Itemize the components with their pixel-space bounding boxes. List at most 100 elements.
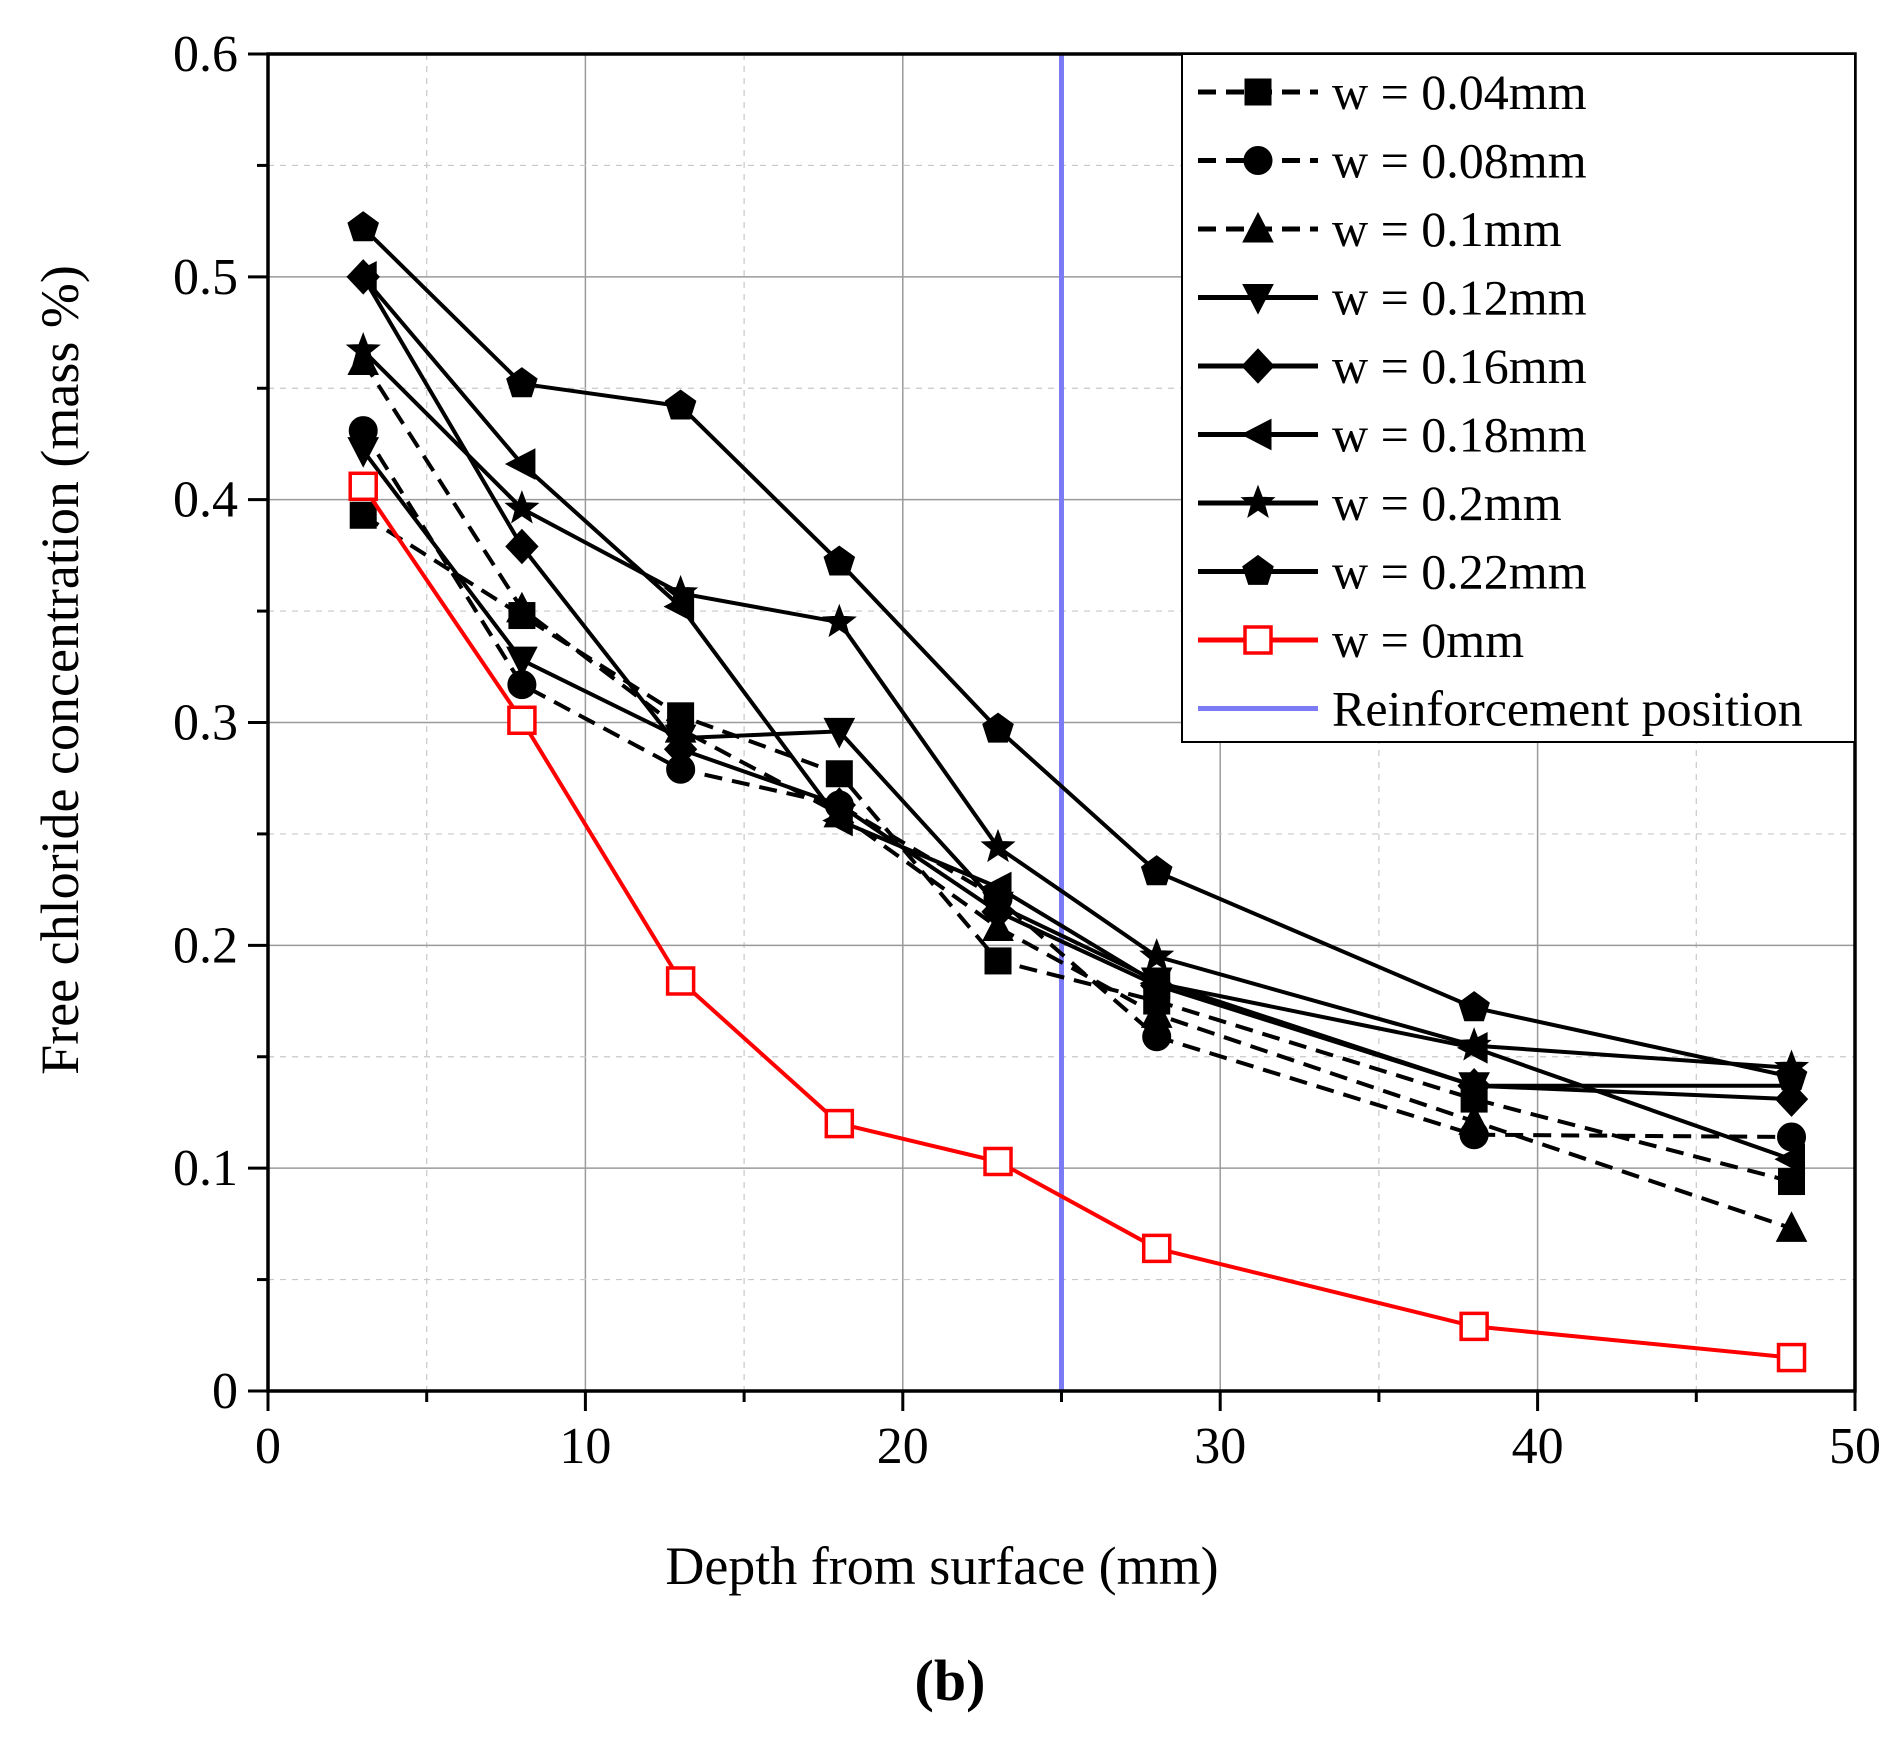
- legend-item: w = 0.1mm: [1198, 201, 1562, 257]
- legend-label: w = 0.08mm: [1332, 133, 1587, 189]
- x-tick-label: 10: [559, 1418, 611, 1475]
- data-point: [821, 603, 857, 638]
- data-point: [982, 712, 1014, 743]
- data-point: [980, 828, 1016, 863]
- data-point: [345, 331, 381, 366]
- data-point: [506, 367, 538, 398]
- data-point: [1457, 1067, 1491, 1104]
- legend-item: w = 0.16mm: [1198, 338, 1587, 394]
- legend-item: w = 0.22mm: [1198, 544, 1587, 600]
- data-point: [1456, 1027, 1492, 1061]
- y-tick-label: 0.3: [173, 695, 238, 752]
- series-8: [348, 471, 1807, 1373]
- legend-label: w = 0.12mm: [1332, 270, 1587, 326]
- y-tick-label: 0.1: [173, 1140, 238, 1197]
- series-layer: [345, 211, 1810, 1373]
- legend-item: w = 0.2mm: [1198, 475, 1562, 531]
- data-point: [507, 705, 537, 736]
- legend-marker: [1240, 484, 1276, 518]
- data-point: [347, 437, 380, 468]
- legend-marker: [1242, 211, 1274, 243]
- data-point: [981, 894, 1015, 930]
- tick-layer: 0 10 20 30 40 50 0 0.1 0.2 0.3 0.4 0.5 0.6: [173, 26, 1881, 1475]
- data-point: [663, 574, 699, 609]
- x-tick-label: 50: [1829, 1418, 1881, 1475]
- data-point: [980, 871, 1012, 904]
- legend-label: w = 0.04mm: [1332, 64, 1587, 120]
- data-point: [346, 261, 377, 293]
- y-tick-label: 0: [212, 1363, 238, 1420]
- data-point: [1141, 1233, 1172, 1264]
- data-point: [1140, 855, 1173, 886]
- data-point: [665, 966, 696, 996]
- legend-marker: [1241, 348, 1275, 384]
- legend-item: Reinforcement position: [1198, 681, 1803, 737]
- series-line: [361, 485, 1792, 1360]
- data-point: [1139, 938, 1175, 972]
- data-point: [825, 760, 853, 788]
- series-6: [345, 331, 1810, 1083]
- data-point: [505, 528, 539, 565]
- legend-item: w = 0.12mm: [1198, 270, 1587, 326]
- data-point: [663, 731, 698, 767]
- legend-label: w = 0.2mm: [1332, 475, 1562, 531]
- series-line: [361, 275, 1793, 1162]
- data-point: [824, 1108, 855, 1139]
- legend-frame: [1181, 53, 1856, 743]
- legend-marker: [1243, 146, 1273, 175]
- y-tick-label: 0.2: [173, 917, 238, 974]
- data-point: [1458, 991, 1490, 1022]
- x-tick-label: 40: [1512, 1418, 1564, 1475]
- data-point: [1139, 967, 1171, 1000]
- data-point: [349, 501, 377, 529]
- series-line: [361, 429, 1792, 1139]
- y-axis-label: Free chloride concentration (mass %): [30, 265, 90, 1075]
- series-4: [346, 259, 1809, 1117]
- data-point: [984, 947, 1012, 975]
- series-7: [347, 211, 1808, 1091]
- legend-label: w = 0.1mm: [1332, 201, 1562, 257]
- legend-label: w = 0.16mm: [1332, 338, 1587, 394]
- series-line: [361, 360, 1793, 1231]
- legend-marker: [1240, 418, 1272, 451]
- legend-item: w = 0mm: [1198, 612, 1524, 668]
- x-tick-label: 30: [1194, 1418, 1246, 1475]
- x-tick-label: 20: [877, 1418, 929, 1475]
- legend-item: w = 0.04mm: [1198, 64, 1587, 120]
- data-point: [1140, 997, 1173, 1028]
- legend-item: w = 0.18mm: [1198, 407, 1587, 463]
- data-point: [1775, 1060, 1808, 1091]
- legend-marker: [1244, 78, 1272, 106]
- legend-marker: [1242, 554, 1274, 585]
- data-point: [1459, 1311, 1489, 1342]
- series-line: [361, 226, 1792, 1079]
- x-axis-label: Depth from surface (mm): [665, 1536, 1218, 1596]
- chart-subtitle: (b): [915, 1648, 986, 1713]
- data-point: [823, 717, 856, 749]
- data-point: [823, 545, 856, 576]
- series-line: [361, 348, 1792, 1070]
- data-point: [1458, 1104, 1490, 1135]
- data-point: [1774, 1143, 1806, 1176]
- data-point: [983, 1146, 1013, 1177]
- y-tick-label: 0.4: [173, 472, 238, 529]
- legend-items: w = 0.04mm w = 0.08mm w = 0.1mm w = 0.12mm w…: [1198, 64, 1803, 737]
- y-tick-label: 0.6: [173, 26, 238, 83]
- legend-label: w = 0mm: [1332, 612, 1524, 668]
- data-point: [504, 490, 540, 524]
- data-point: [1774, 1081, 1809, 1117]
- legend-label: Reinforcement position: [1332, 681, 1803, 737]
- y-tick-label: 0.5: [173, 249, 238, 306]
- data-point: [664, 389, 697, 420]
- data-point: [822, 804, 853, 837]
- legend-label: w = 0.22mm: [1332, 544, 1587, 600]
- data-point: [506, 646, 538, 678]
- legend-item: w = 0.08mm: [1198, 133, 1587, 189]
- series-line: [361, 275, 1792, 1102]
- legend: w = 0.04mm w = 0.08mm w = 0.1mm w = 0.12mm w…: [1181, 53, 1856, 743]
- x-tick-label: 0: [255, 1418, 281, 1475]
- legend-label: w = 0.18mm: [1332, 407, 1587, 463]
- data-point: [347, 211, 379, 242]
